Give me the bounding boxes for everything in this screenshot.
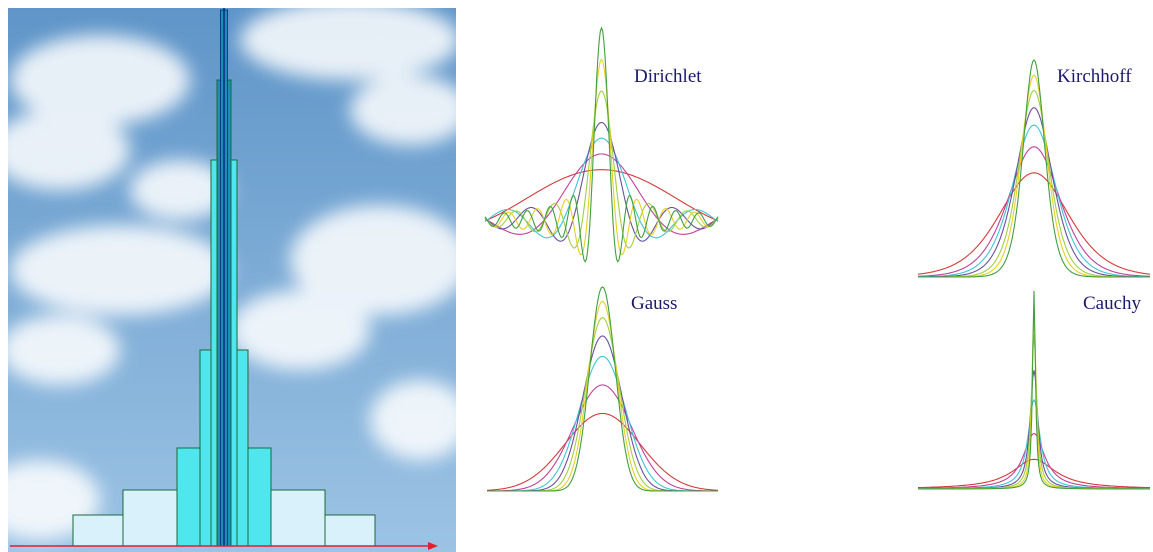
- panel-label-cauchy: Cauchy: [1083, 293, 1142, 314]
- bar-level-2-right: [270, 489, 326, 547]
- panel-label-dirichlet: Dirichlet: [634, 66, 702, 87]
- bar-level-2: [122, 489, 326, 547]
- bar-level-3-right: [247, 447, 272, 547]
- curve-kirchhoff-2: [918, 146, 1150, 277]
- bar-level-4-right: [236, 349, 249, 547]
- bar-level-1: [72, 514, 376, 547]
- bar-level-6-left: [216, 79, 221, 547]
- curve-gauss-7: [487, 286, 718, 492]
- bar-level-1-left: [72, 514, 124, 547]
- curve-dirichlet-6: [484, 58, 719, 256]
- sky-panel: [8, 8, 456, 552]
- curve-kirchhoff-4: [918, 107, 1150, 278]
- bar-level-6-right: [227, 79, 232, 547]
- kernel-panels: Dirichlet Kirchhoff Gauss Cauchy: [484, 26, 1151, 492]
- panel-kirchhoff: Kirchhoff: [917, 59, 1151, 278]
- panel-label-kirchhoff: Kirchhoff: [1057, 66, 1132, 87]
- panel-gauss: Gauss: [487, 286, 718, 492]
- curve-dirichlet-4: [484, 121, 719, 242]
- curve-cauchy-3: [917, 398, 1151, 490]
- panel-label-gauss: Gauss: [631, 293, 677, 314]
- curve-kirchhoff-3: [918, 124, 1150, 278]
- curve-cauchy-7: [918, 290, 1150, 490]
- curve-kirchhoff-6: [918, 74, 1150, 278]
- curve-gauss-3: [487, 355, 718, 492]
- bar-level-4-left: [199, 349, 212, 547]
- nested-bars: [72, 8, 376, 547]
- curve-cauchy-1: [917, 458, 1151, 489]
- clouds: [8, 8, 456, 540]
- curve-kirchhoff-7: [918, 59, 1150, 278]
- curve-cauchy-2: [918, 433, 1150, 489]
- curve-cauchy-5: [918, 334, 1150, 490]
- panel-dirichlet: Dirichlet: [484, 26, 719, 263]
- curve-dirichlet-5: [484, 90, 719, 249]
- curve-dirichlet-7: [484, 26, 719, 263]
- panel-cauchy: Cauchy: [917, 290, 1151, 490]
- bar-level-1-right: [324, 514, 376, 547]
- curve-cauchy-4: [918, 370, 1150, 490]
- bar-level-2-left: [122, 489, 178, 547]
- curve-gauss-5: [487, 317, 718, 492]
- bar-level-3-left: [176, 447, 201, 547]
- curve-dirichlet-2: [484, 153, 719, 235]
- curve-gauss-6: [487, 300, 718, 492]
- curve-kirchhoff-1: [917, 172, 1151, 275]
- bar-level-5-right: [230, 159, 238, 547]
- curve-dirichlet-1: [484, 169, 719, 222]
- bar-level-5-left: [210, 159, 218, 547]
- curve-gauss-2: [487, 384, 718, 492]
- axis-arrow-icon: [428, 542, 438, 550]
- curve-kirchhoff-5: [918, 89, 1150, 278]
- curve-gauss-1: [487, 412, 718, 491]
